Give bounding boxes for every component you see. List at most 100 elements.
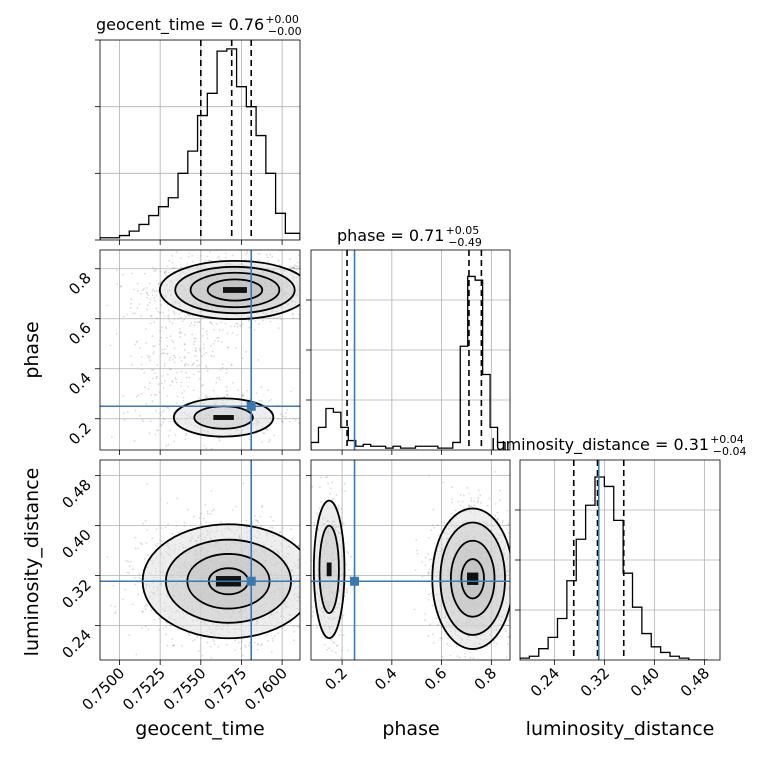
sample-point [494,471,496,473]
sample-point [292,312,294,315]
sample-point [321,650,323,652]
sample-point [538,567,540,569]
sample-point [206,512,209,515]
sample-point [156,545,159,547]
sample-point [317,298,319,300]
sample-point [148,432,151,435]
sample-point [248,642,251,644]
sample-point [231,664,233,666]
sample-point [314,283,316,285]
sample-point [183,390,186,392]
sample-point [169,368,172,371]
sample-point [157,383,160,386]
sample-point [166,265,169,267]
sample-point [180,332,183,334]
sample-point [358,277,360,279]
sample-point [257,323,260,325]
sample-point [431,604,434,607]
sample-point [175,251,178,253]
sample-point [154,544,157,547]
sample-point [163,272,166,275]
sample-point [110,604,112,607]
sample-point [246,389,249,392]
sample-point [140,356,143,358]
sample-point [179,335,182,338]
sample-point [197,370,200,373]
sample-point [115,332,118,335]
sample-point [159,300,162,302]
sample-point [144,386,147,389]
sample-point [506,643,509,646]
sample-point [173,644,175,647]
sample-point [307,559,309,561]
sample-point [210,447,213,450]
sample-point [196,636,199,639]
sample-point [127,560,130,563]
sample-point [122,273,124,276]
hist-frame-luminosity-distance [519,459,721,661]
sample-point [194,350,197,353]
sample-point [216,377,218,379]
sample-point [209,344,212,347]
y-tick-label-luminosity-distance: 0.32 [58,576,94,612]
sample-point [140,543,143,546]
sample-point [141,627,143,630]
sample-point [200,512,203,515]
sample-point [153,270,155,272]
sample-point [169,335,172,338]
sample-point [223,395,226,398]
sample-point [106,556,109,558]
sample-point [200,254,203,257]
sample-point [183,364,186,367]
sample-point [187,385,190,388]
sample-point [260,643,263,646]
sample-point [165,621,168,624]
sample-point [350,564,352,566]
sample-point [176,628,179,631]
sample-point [173,318,176,320]
sample-point [183,356,186,359]
sample-point [138,573,141,576]
sample-point [234,639,237,642]
sample-point [140,363,143,366]
sample-point [160,451,162,453]
sample-point [149,315,152,318]
sample-point [198,517,201,519]
sample-point [261,432,264,435]
sample-point [192,373,195,376]
sample-point [173,313,176,316]
sample-point [159,270,162,273]
sample-point [245,350,248,353]
sample-point [242,394,244,397]
sample-point [217,340,220,342]
sample-point [472,657,475,660]
sample-point [188,376,191,379]
sample-point [133,440,136,442]
sample-point [139,542,142,544]
sample-point [432,508,435,511]
sample-point [159,311,162,314]
sample-point [171,532,174,535]
sample-point [304,296,306,298]
sample-point [298,267,300,270]
sample-point [162,387,165,390]
sample-point [290,390,292,393]
sample-point [279,316,281,318]
sample-point [163,362,166,365]
sample-point [187,314,190,317]
sample-point [196,365,199,367]
sample-point [215,381,218,384]
sample-point [236,334,239,336]
sample-point [359,627,361,629]
y-tick-label-phase: 0.4 [65,369,95,399]
sample-point [254,518,257,521]
sample-point [427,553,429,555]
sample-point [216,256,219,259]
sample-point [270,398,273,401]
sample-point [253,515,256,517]
sample-point [469,657,472,659]
sample-point [159,329,162,332]
sample-point [157,283,160,286]
sample-point [273,434,276,437]
sample-point [134,409,137,412]
